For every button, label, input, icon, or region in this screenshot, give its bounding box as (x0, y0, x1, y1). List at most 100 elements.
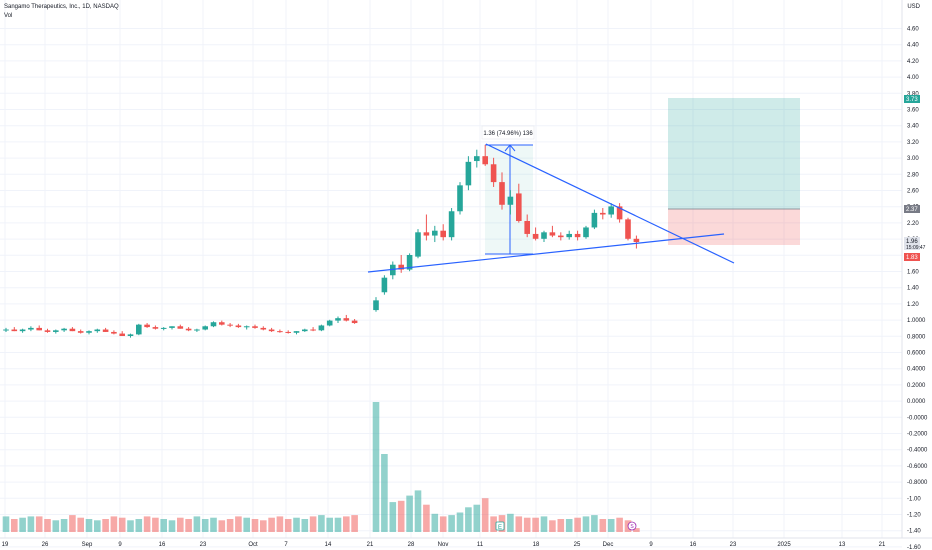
volume-bar (193, 516, 201, 532)
volume-bar (52, 520, 60, 532)
candle-body (625, 219, 631, 239)
volume-bar (243, 517, 250, 532)
volume-bar (616, 517, 623, 532)
candle-body (185, 328, 192, 331)
date-tick-label: Dec (603, 542, 614, 548)
date-tick-label: 21 (367, 542, 374, 548)
price-tick-label: -0.0000 (907, 415, 928, 421)
candle-body (302, 329, 308, 332)
volume-bar (210, 517, 217, 532)
volume-bar (44, 519, 51, 532)
arrow-head-icon (504, 144, 516, 152)
candle-body (600, 212, 606, 215)
volume-bar (110, 516, 118, 532)
candle-body (381, 277, 388, 293)
price-tick-label: -1.60 (907, 545, 921, 550)
date-tick-label: 14 (325, 542, 332, 548)
volume-bar (226, 519, 234, 532)
candle-body (260, 327, 267, 330)
candle-body (448, 211, 455, 238)
long-position-box[interactable] (668, 98, 800, 245)
price-tick-label: 0.2000 (907, 383, 926, 389)
price-badge (904, 95, 920, 103)
event-markers[interactable]: E S (495, 521, 637, 531)
price-badge-label: 2.37 (906, 207, 918, 213)
candle-body (160, 327, 167, 329)
price-axis[interactable]: 4.60 4.40 4.20 4.00 3.80 3.60 3.40 3.20 3.00 2.80… (901, 0, 928, 550)
candle-body (53, 330, 59, 332)
price-badge (904, 253, 920, 261)
volume-bar (143, 516, 151, 532)
volume-bar (268, 517, 275, 532)
candle-body (235, 325, 242, 328)
candle-body (608, 206, 614, 215)
price-tick-label: 4.00 (907, 75, 919, 81)
volume-bar (423, 504, 430, 532)
volume-bar (582, 516, 590, 532)
candle-body (36, 327, 42, 331)
candle-body (77, 331, 84, 333)
volume-bar (260, 520, 267, 532)
upper-trendline (485, 143, 735, 264)
volume-bar (448, 515, 455, 532)
candle-body (482, 156, 488, 165)
candle-body (11, 329, 18, 332)
date-tick-label: 26 (42, 542, 49, 548)
candle-body (227, 324, 233, 326)
candle-body (474, 156, 480, 162)
volume-bar (35, 516, 43, 532)
price-badge (904, 205, 920, 213)
date-tick-label: 7 (284, 542, 288, 548)
volume-bar (11, 519, 18, 532)
volume-bar (565, 519, 573, 532)
volume-bar (201, 519, 209, 532)
currency-label[interactable]: USD (907, 4, 920, 10)
date-tick-label: 19 (2, 542, 9, 548)
volume-bar (456, 512, 464, 532)
price-tick-label: 2.60 (907, 189, 919, 195)
candle-body (524, 220, 530, 234)
price-tick-label: 2.80 (907, 172, 919, 178)
volume-bar (2, 516, 10, 532)
candle-body (390, 264, 396, 276)
date-tick-label: 11 (477, 542, 484, 548)
candle-body (591, 212, 598, 228)
volume-bar (318, 515, 325, 532)
date-tick-label: 23 (200, 542, 207, 548)
price-tick-label: 0.6000 (907, 351, 926, 357)
volume-bar (218, 520, 226, 532)
date-tick-label: 16 (159, 542, 166, 548)
date-tick-label: Nov (438, 542, 449, 548)
volume-bar (19, 517, 26, 532)
candle-body (423, 232, 430, 236)
volume-bar (607, 519, 615, 532)
candle-body (243, 326, 250, 328)
candle-body (44, 330, 51, 332)
volume-bar (351, 515, 358, 532)
date-tick-label: 28 (408, 542, 415, 548)
date-axis[interactable]: 19 26 Sep 9 16 23 Oct 7 14 21 28 Nov 11 18 25 Dec 9 16 23 2… (0, 537, 932, 548)
price-tick-label: -0.4000 (907, 448, 928, 454)
lower-trendline (367, 233, 725, 273)
candle-body (111, 331, 117, 334)
price-tick-label: 4.20 (907, 59, 919, 65)
volume-bar (507, 513, 514, 532)
price-tick-label: 0.4000 (907, 367, 926, 373)
candle-body (210, 322, 217, 327)
date-tick-label: 9 (649, 542, 653, 548)
volume-bar (599, 519, 607, 532)
candle-body (202, 326, 208, 330)
grid-lines (0, 0, 902, 548)
volume-bar (574, 517, 581, 532)
candle-body (119, 333, 125, 336)
candle-body (558, 235, 564, 238)
profit-zone (668, 98, 800, 209)
volume-bar (301, 519, 309, 532)
trendlines[interactable] (367, 143, 735, 273)
volume-bar (431, 513, 439, 532)
candle-body (310, 329, 316, 331)
volume-bar (523, 517, 531, 532)
volume-bar (549, 520, 556, 532)
